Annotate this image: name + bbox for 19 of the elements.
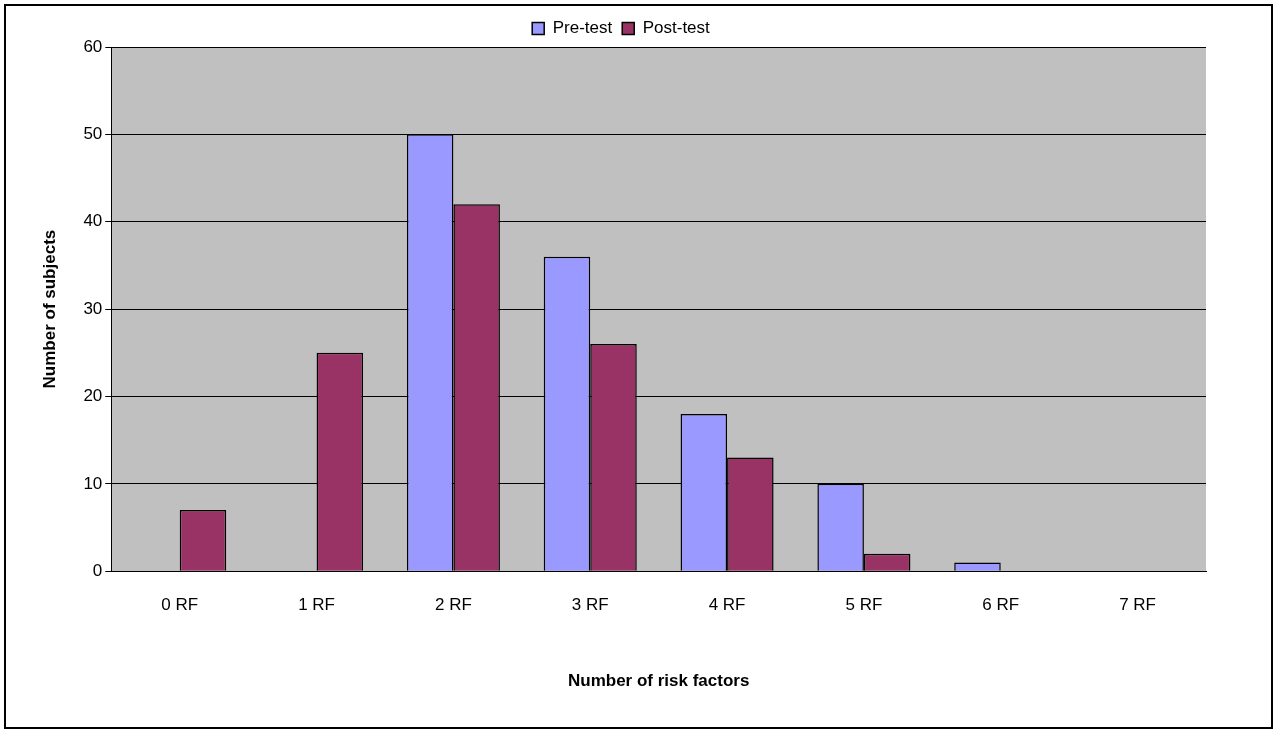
x-tick-label: 4 RF (708, 595, 746, 615)
y-tick-label: 40 (83, 211, 103, 231)
y-tick-label: 0 (92, 560, 103, 580)
legend-label: Post-test (642, 18, 711, 38)
x-axis-title: Number of risk factors (567, 671, 750, 691)
x-tick-label: 0 RF (161, 595, 199, 615)
y-tick-label: 30 (83, 298, 103, 318)
y-tick-label: 50 (83, 124, 103, 144)
y-tick-label: 20 (83, 386, 103, 406)
x-tick-label: 3 RF (571, 595, 609, 615)
legend-label: Pre-test (552, 18, 613, 38)
x-tick-label: 7 RF (1119, 595, 1156, 615)
y-tick-label: 60 (83, 36, 103, 56)
x-tick-label: 2 RF (434, 595, 472, 615)
y-tick-label: 10 (83, 473, 103, 493)
x-tick-label: 6 RF (982, 595, 1020, 615)
x-tick-label: 5 RF (845, 595, 883, 615)
x-tick-label: 1 RF (298, 595, 335, 615)
y-axis-title: Number of subjects (39, 229, 59, 389)
